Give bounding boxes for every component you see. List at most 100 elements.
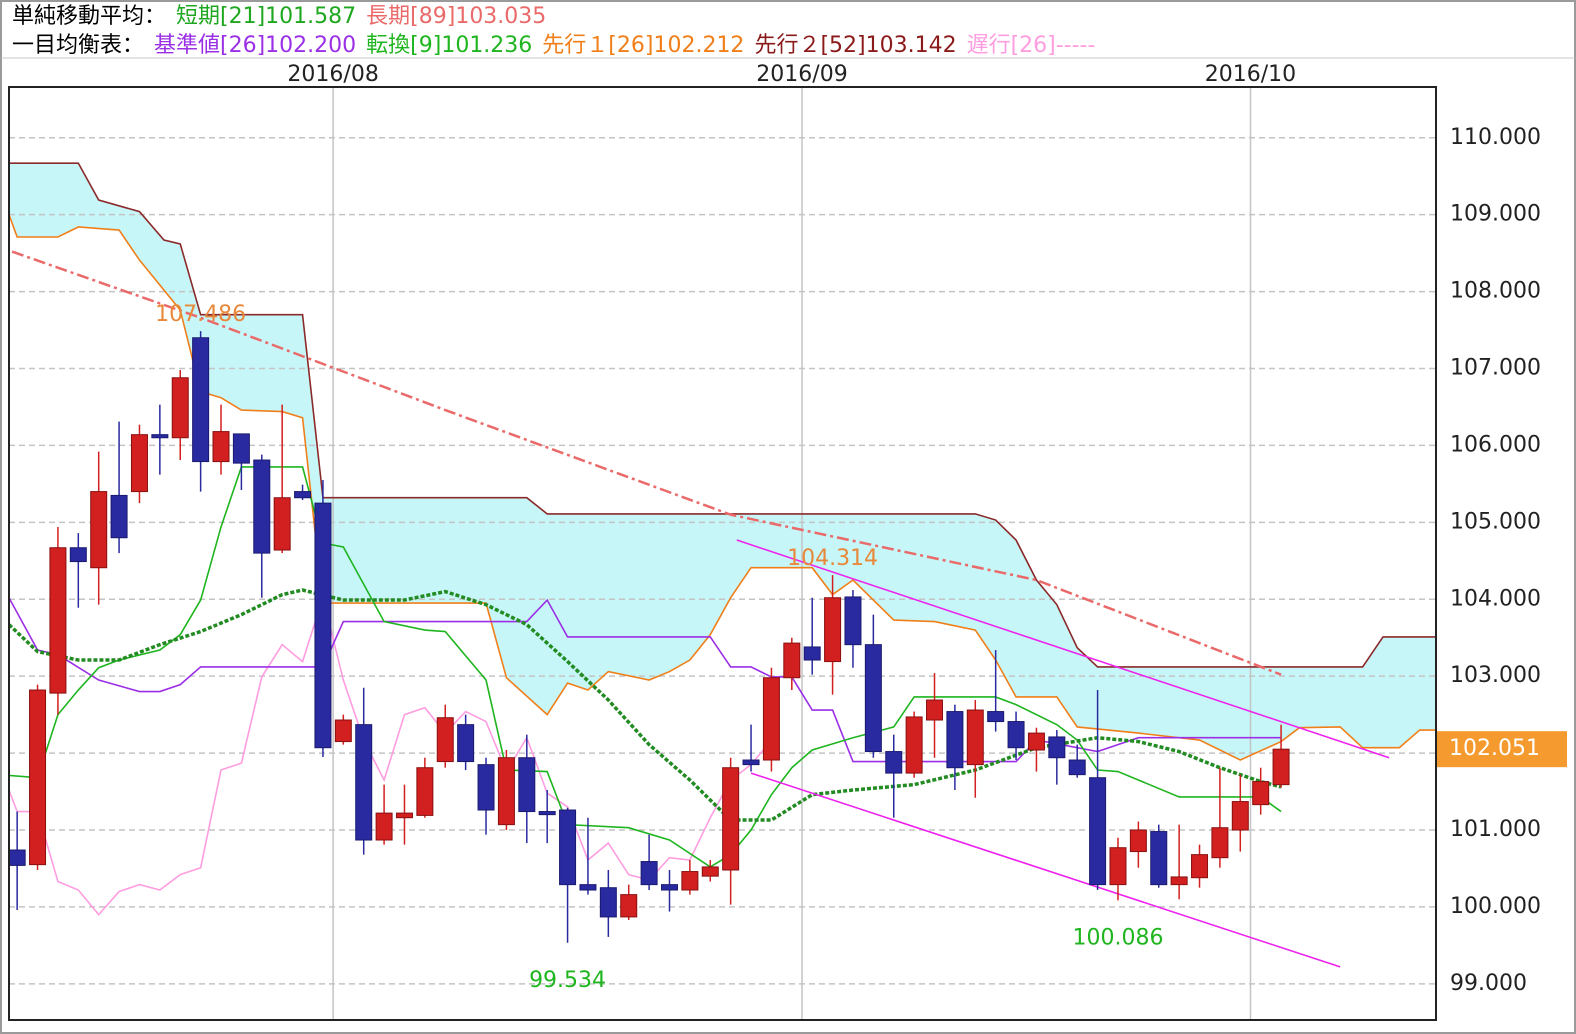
y-tick-label: 106.000 bbox=[1450, 432, 1541, 457]
candle-body bbox=[599, 887, 617, 918]
candle-body bbox=[273, 497, 291, 551]
candle-body bbox=[783, 642, 801, 679]
candle-body bbox=[395, 812, 413, 819]
y-tick-label: 104.000 bbox=[1450, 586, 1541, 611]
candle-body bbox=[1231, 801, 1249, 831]
x-tick-label: 2016/10 bbox=[1205, 62, 1296, 87]
candle-body bbox=[946, 711, 964, 769]
header-row: 単純移動平均： 短期[21]101.587 長期[89]103.035 bbox=[12, 2, 1095, 31]
price-annotation: 104.314 bbox=[787, 546, 878, 571]
candle-body bbox=[681, 871, 699, 891]
candle-body bbox=[294, 491, 312, 499]
candle-body bbox=[905, 716, 923, 774]
plot-frame bbox=[8, 86, 1437, 1021]
indicator-value: 短期[21]101.587 bbox=[176, 4, 357, 29]
candle-body bbox=[151, 434, 169, 439]
indicator-value: 基準値[26]102.200 bbox=[154, 33, 357, 58]
candle-body bbox=[559, 809, 577, 886]
candle-body bbox=[497, 757, 515, 826]
y-tick-label: 108.000 bbox=[1450, 279, 1541, 304]
candle-body bbox=[334, 719, 352, 743]
y-tick-label: 99.000 bbox=[1450, 971, 1527, 996]
candle-body bbox=[885, 751, 903, 774]
candle-body bbox=[762, 677, 780, 761]
candle-body bbox=[232, 433, 250, 464]
indicator-value: 先行１[26]102.212 bbox=[542, 33, 745, 58]
indicator-value: 先行２[52]103.142 bbox=[754, 33, 957, 58]
y-tick-label: 109.000 bbox=[1450, 202, 1541, 227]
indicator-value: 転換[9]101.236 bbox=[366, 33, 533, 58]
y-tick-label: 110.000 bbox=[1450, 125, 1541, 150]
indicator-value: 遅行[26]----- bbox=[966, 33, 1096, 58]
candle-body bbox=[579, 884, 597, 891]
x-tick-label: 2016/08 bbox=[287, 62, 378, 87]
candle-body bbox=[1191, 854, 1209, 879]
indicator-value: 長期[89]103.035 bbox=[366, 4, 547, 29]
candle-body bbox=[660, 884, 678, 891]
header-row: 一目均衡表： 基準値[26]102.200 転換[9]101.236 先行１[26]1… bbox=[12, 31, 1095, 60]
y-tick-label: 103.000 bbox=[1450, 663, 1541, 688]
candle-body bbox=[314, 502, 332, 749]
last-price-tag bbox=[1437, 731, 1567, 768]
indicator-line bbox=[750, 772, 1341, 968]
candle-body bbox=[1170, 876, 1188, 886]
candle-body bbox=[987, 711, 1005, 723]
candle-body bbox=[130, 434, 148, 493]
candle-body bbox=[457, 724, 475, 763]
candle-body bbox=[355, 724, 373, 841]
candle-body bbox=[1027, 732, 1045, 751]
plot-layer: 99.000100.000101.000102.000103.000104.00… bbox=[8, 62, 1567, 1021]
candle-body bbox=[1150, 831, 1168, 886]
header-label: 一目均衡表： bbox=[12, 33, 145, 58]
candle-body bbox=[824, 597, 842, 663]
candle-body bbox=[90, 491, 108, 569]
candle-body bbox=[722, 767, 740, 871]
candle-body bbox=[926, 699, 944, 721]
candle-body bbox=[803, 646, 821, 661]
candle-body bbox=[640, 861, 658, 886]
candle-body bbox=[49, 547, 67, 694]
candle-body bbox=[844, 596, 862, 646]
plot-inner bbox=[9, 87, 1436, 1020]
candle-body bbox=[1252, 781, 1270, 806]
last-price-label: 102.051 bbox=[1449, 736, 1540, 761]
y-tick-label: 105.000 bbox=[1450, 509, 1541, 534]
indicator-line bbox=[9, 162, 1436, 668]
candle-body bbox=[518, 757, 536, 813]
price-annotation: 107.486 bbox=[155, 302, 246, 327]
candle-body bbox=[110, 494, 128, 539]
candle-body bbox=[192, 337, 210, 463]
candle-body bbox=[1048, 736, 1066, 759]
candle-body bbox=[436, 717, 454, 763]
y-tick-label: 101.000 bbox=[1450, 817, 1541, 842]
indicator-line bbox=[736, 539, 1390, 759]
candle-body bbox=[375, 812, 393, 841]
indicator-line bbox=[11, 250, 1282, 676]
candle-body bbox=[1272, 748, 1290, 786]
price-annotation: 99.534 bbox=[529, 968, 606, 993]
candle-body bbox=[1089, 777, 1107, 886]
price-annotation: 100.086 bbox=[1072, 925, 1163, 950]
candle-body bbox=[477, 764, 495, 811]
x-tick-label: 2016/09 bbox=[756, 62, 847, 87]
candle-body bbox=[1068, 759, 1086, 776]
candle-body bbox=[253, 459, 271, 554]
candle-body bbox=[212, 431, 230, 463]
candle-body bbox=[620, 894, 638, 918]
ichimoku-cloud bbox=[9, 163, 1436, 761]
header: 単純移動平均： 短期[21]101.587 長期[89]103.035 一目均衡表： 基… bbox=[12, 2, 1095, 60]
candle-body bbox=[69, 547, 87, 563]
candle-body bbox=[171, 377, 189, 439]
candle-body bbox=[1211, 827, 1229, 859]
candle-body bbox=[538, 811, 556, 816]
candle-body bbox=[416, 767, 434, 816]
y-tick-label: 100.000 bbox=[1450, 894, 1541, 919]
candle-body bbox=[29, 689, 47, 866]
header-label: 単純移動平均： bbox=[12, 4, 167, 29]
candle-body bbox=[1109, 847, 1127, 886]
y-tick-label: 107.000 bbox=[1450, 356, 1541, 381]
candle-body bbox=[1007, 721, 1025, 749]
